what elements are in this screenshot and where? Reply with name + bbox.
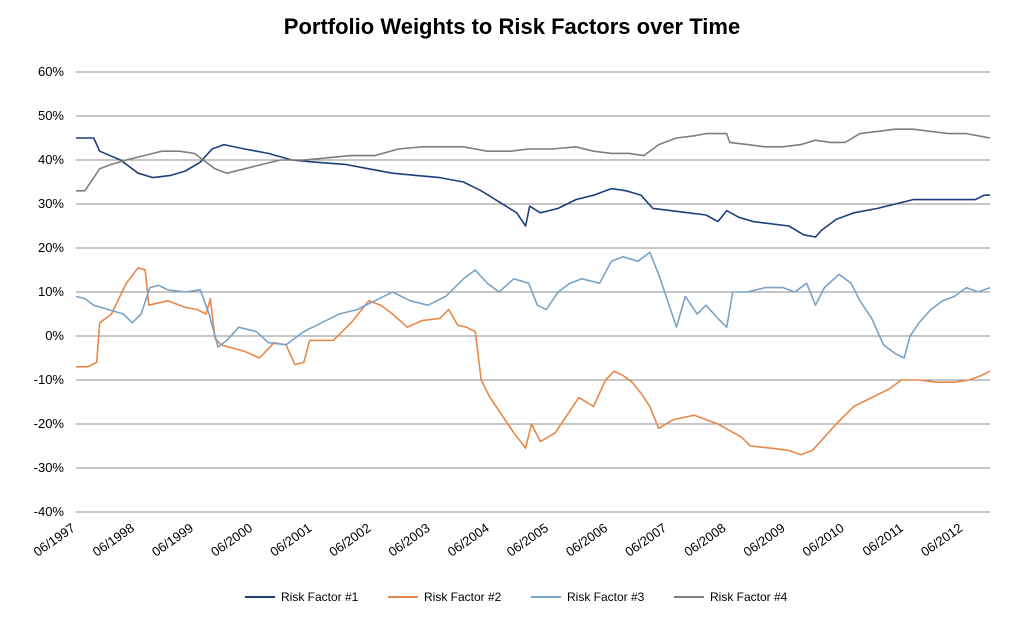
x-tick-label: 06/2012	[918, 520, 965, 559]
y-tick-label: -10%	[34, 372, 65, 387]
y-tick-label: 60%	[38, 64, 64, 79]
x-tick-label: 06/2008	[681, 520, 728, 559]
series-line	[75, 251, 991, 359]
x-tick-label: 06/2001	[267, 520, 314, 559]
legend-label: Risk Factor #4	[710, 590, 788, 604]
y-tick-label: 40%	[38, 152, 64, 167]
y-tick-label: 10%	[38, 284, 64, 299]
legend-label: Risk Factor #3	[567, 590, 645, 604]
x-tick-label: 06/2009	[741, 520, 788, 559]
y-tick-label: -20%	[34, 416, 65, 431]
x-tick-label: 06/2007	[622, 520, 669, 559]
chart-title: Portfolio Weights to Risk Factors over T…	[283, 14, 741, 39]
x-tick-label: 06/1998	[90, 520, 137, 559]
series-line	[76, 128, 991, 192]
series-line	[76, 137, 990, 238]
y-tick-label: 30%	[38, 196, 64, 211]
x-tick-label: 06/2011	[860, 520, 906, 559]
legend-label: Risk Factor #1	[281, 590, 359, 604]
x-tick-label: 06/2000	[208, 520, 255, 559]
x-tick-label: 06/2002	[326, 520, 373, 559]
y-tick-label: -30%	[34, 460, 65, 475]
x-tick-label: 06/2010	[800, 520, 847, 559]
x-tick-label: 06/1999	[149, 520, 196, 559]
y-tick-label: 50%	[38, 108, 64, 123]
y-tick-label: -40%	[34, 504, 65, 519]
x-tick-label: 06/2004	[445, 520, 492, 559]
x-tick-label: 06/2003	[386, 520, 433, 559]
x-tick-label: 06/1997	[31, 520, 78, 559]
x-tick-label: 06/2005	[504, 520, 551, 559]
x-tick-label: 06/2006	[563, 520, 610, 559]
y-tick-label: 0%	[45, 328, 64, 343]
legend-label: Risk Factor #2	[424, 590, 502, 604]
y-tick-label: 20%	[38, 240, 64, 255]
